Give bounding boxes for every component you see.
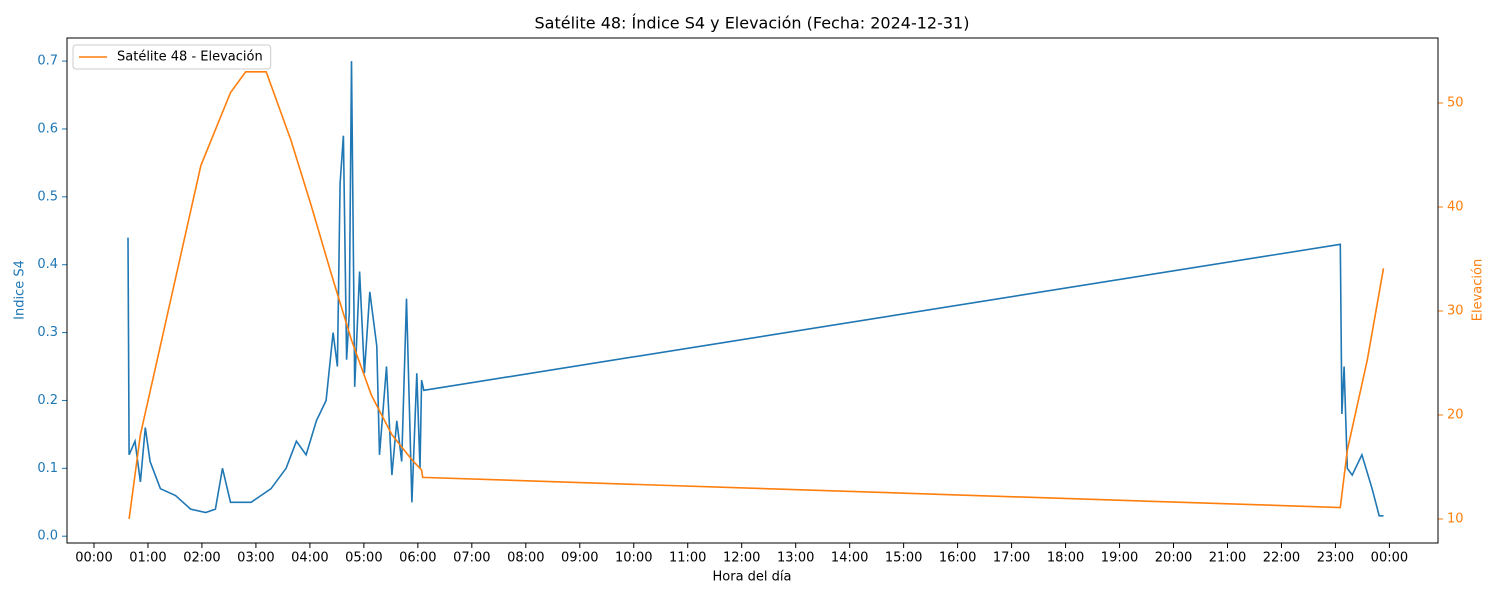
x-tick-label: 00:00 xyxy=(1371,551,1408,566)
x-tick-label: 20:00 xyxy=(1155,551,1192,566)
plot-frame xyxy=(66,37,1439,544)
x-tick-label: 09:00 xyxy=(561,551,598,566)
x-tick-label: 13:00 xyxy=(777,551,814,566)
y-tick-label: 0.0 xyxy=(37,529,58,544)
chart-title: Satélite 48: Índice S4 y Elevación (Fech… xyxy=(535,14,970,33)
y2-tick-label: 20 xyxy=(1447,407,1464,422)
y2-tick-label: 10 xyxy=(1447,511,1464,526)
x-tick-label: 21:00 xyxy=(1209,551,1246,566)
y-tick-label: 0.4 xyxy=(37,257,58,272)
x-tick-label: 05:00 xyxy=(345,551,382,566)
y-tick-label: 0.5 xyxy=(37,189,58,204)
y2-tick-label: 40 xyxy=(1447,199,1464,214)
x-tick-label: 12:00 xyxy=(723,551,760,566)
y-tick-label: 0.1 xyxy=(37,461,58,476)
series-line xyxy=(128,71,1385,520)
y-axis-label: Indice S4 xyxy=(13,260,28,320)
y-tick-label: 0.2 xyxy=(37,393,58,408)
y-tick-label: 0.3 xyxy=(37,325,58,340)
x-tick-label: 14:00 xyxy=(831,551,868,566)
x-tick-label: 02:00 xyxy=(183,551,220,566)
x-tick-label: 06:00 xyxy=(399,551,436,566)
x-axis-label: Hora del día xyxy=(713,570,792,585)
x-tick-label: 03:00 xyxy=(237,551,274,566)
x-tick-label: 00:00 xyxy=(75,551,112,566)
x-tick-label: 22:00 xyxy=(1263,551,1300,566)
x-tick-label: 18:00 xyxy=(1047,551,1084,566)
x-tick-label: 11:00 xyxy=(669,551,706,566)
y2-tick-label: 30 xyxy=(1447,303,1464,318)
x-tick-label: 10:00 xyxy=(615,551,652,566)
x-tick-label: 07:00 xyxy=(453,551,490,566)
series-line xyxy=(127,61,1384,517)
legend-label: Satélite 48 - Elevación xyxy=(117,50,263,65)
y2-tick-label: 50 xyxy=(1447,95,1464,110)
x-tick-label: 01:00 xyxy=(129,551,166,566)
x-tick-label: 19:00 xyxy=(1101,551,1138,566)
y-tick-label: 0.7 xyxy=(37,54,58,69)
x-tick-label: 04:00 xyxy=(291,551,328,566)
x-tick-label: 23:00 xyxy=(1317,551,1354,566)
x-tick-label: 15:00 xyxy=(885,551,922,566)
legend xyxy=(72,44,272,70)
y2-axis-label: Elevación xyxy=(1471,259,1486,321)
x-tick-label: 16:00 xyxy=(939,551,976,566)
y-tick-label: 0.6 xyxy=(37,121,58,136)
x-tick-label: 08:00 xyxy=(507,551,544,566)
x-tick-label: 17:00 xyxy=(993,551,1030,566)
